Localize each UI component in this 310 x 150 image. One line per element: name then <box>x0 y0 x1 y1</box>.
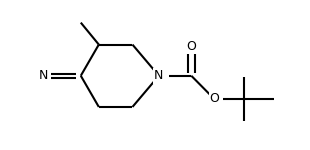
Text: O: O <box>186 40 196 53</box>
Text: N: N <box>39 69 48 82</box>
Text: O: O <box>209 92 219 105</box>
Text: N: N <box>154 69 164 82</box>
